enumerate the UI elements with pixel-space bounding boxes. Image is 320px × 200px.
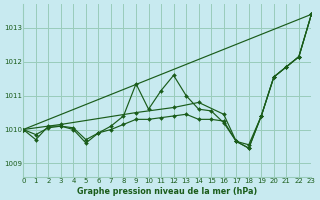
X-axis label: Graphe pression niveau de la mer (hPa): Graphe pression niveau de la mer (hPa) (77, 187, 258, 196)
